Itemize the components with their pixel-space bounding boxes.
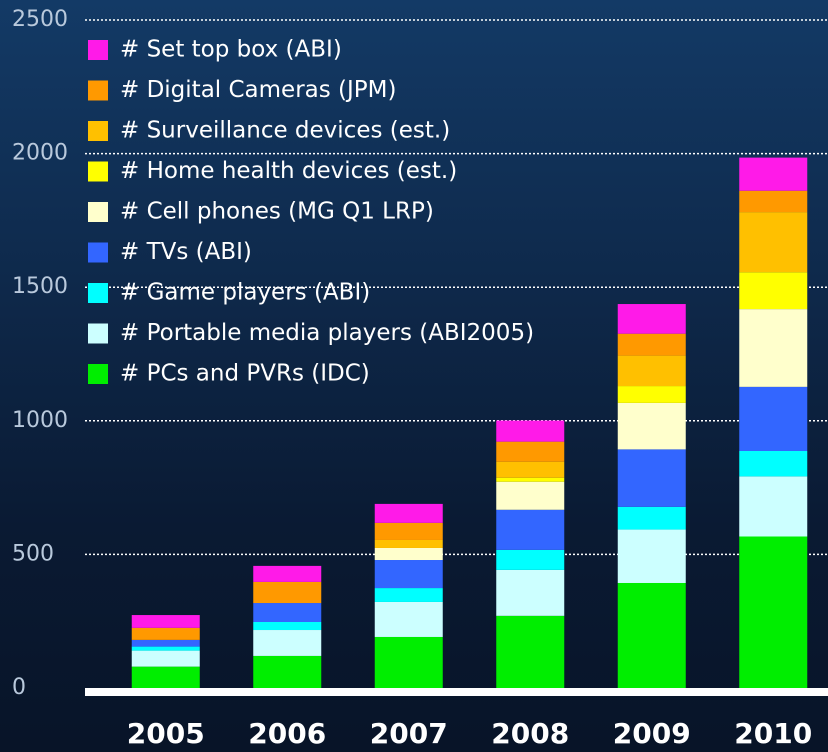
y-tick-label: 1500 (12, 274, 68, 299)
bar-segment (374, 539, 443, 548)
bar-segment (374, 560, 443, 589)
bar-segment (374, 636, 443, 688)
bar-segment (253, 622, 322, 631)
bar-segment (374, 522, 443, 540)
bar-segment (617, 386, 686, 403)
bar-segment (496, 509, 565, 550)
bar-segment (131, 646, 200, 651)
bar-segment (739, 476, 808, 537)
bar-segment (496, 569, 565, 616)
bar-segment (617, 355, 686, 387)
bar-segment (253, 581, 322, 604)
bar-segment (739, 212, 808, 273)
bar-segment (739, 386, 808, 451)
bar-segment (131, 650, 200, 667)
legend-label: # Game players (ABI) (120, 280, 370, 306)
legend-label: # Cell phones (MG Q1 LRP) (120, 199, 434, 225)
bar-segment (496, 615, 565, 688)
bar-segment (253, 655, 322, 688)
bar-segment (374, 547, 443, 561)
legend-swatch (88, 202, 108, 222)
legend-swatch (88, 323, 108, 344)
y-tick-label: 500 (12, 541, 54, 566)
bar-segment (496, 477, 565, 482)
legend-label: # Home health devices (est.) (120, 158, 457, 184)
y-tick-label: 2000 (12, 141, 68, 166)
bar-segment (253, 603, 322, 623)
legend-swatch (88, 242, 108, 263)
legend-swatch (88, 161, 108, 182)
bar-segment (617, 333, 686, 356)
bar-segment (131, 627, 200, 640)
y-tick-label: 0 (12, 675, 26, 700)
legend-label: # Surveillance devices (est.) (120, 118, 450, 144)
bar-segment (617, 402, 686, 450)
bar-segment (739, 272, 808, 310)
bar-segment (374, 503, 443, 523)
bar-segment (739, 450, 808, 477)
x-tick-label: 2005 (127, 717, 205, 750)
bar-segment (496, 461, 565, 478)
x-tick-label: 2010 (734, 717, 812, 750)
legend-label: # PCs and PVRs (IDC) (120, 361, 370, 387)
legend-swatch (88, 40, 108, 60)
bar-segment (496, 549, 565, 570)
bar-segment (617, 529, 686, 583)
bar-segment (374, 588, 443, 602)
bar-segment (496, 441, 565, 462)
legend-swatch (88, 364, 108, 384)
bar-segment (131, 615, 200, 628)
x-tick-label: 2007 (370, 717, 448, 750)
legend-swatch (88, 80, 108, 101)
bar-segment (253, 565, 322, 582)
bar-segment (617, 304, 686, 334)
legend-label: # Digital Cameras (JPM) (120, 77, 396, 103)
bar-segment (131, 639, 200, 647)
x-tick-label: 2009 (613, 717, 691, 750)
bar-segment (617, 506, 686, 530)
legend-label: # Set top box (ABI) (120, 37, 342, 63)
bar-segment (617, 582, 686, 688)
bar-segment (131, 666, 200, 688)
bar-segment (739, 309, 808, 387)
legend-label: # TVs (ABI) (120, 239, 252, 265)
y-tick-label: 1000 (12, 408, 68, 433)
baseline (85, 688, 828, 696)
bar-segment (496, 481, 565, 510)
bar-segment (253, 630, 322, 656)
bar-segment (496, 420, 565, 442)
bar-segment (374, 601, 443, 637)
bar-segment (739, 157, 808, 191)
bar-segment (739, 536, 808, 688)
y-tick-label: 2500 (12, 7, 68, 32)
legend-swatch (88, 283, 108, 303)
legend-swatch (88, 121, 108, 141)
x-tick-label: 2006 (248, 717, 326, 750)
bar-segment (739, 190, 808, 213)
bar-segment (617, 449, 686, 507)
x-tick-label: 2008 (491, 717, 569, 750)
legend-label: # Portable media players (ABI2005) (120, 320, 534, 346)
